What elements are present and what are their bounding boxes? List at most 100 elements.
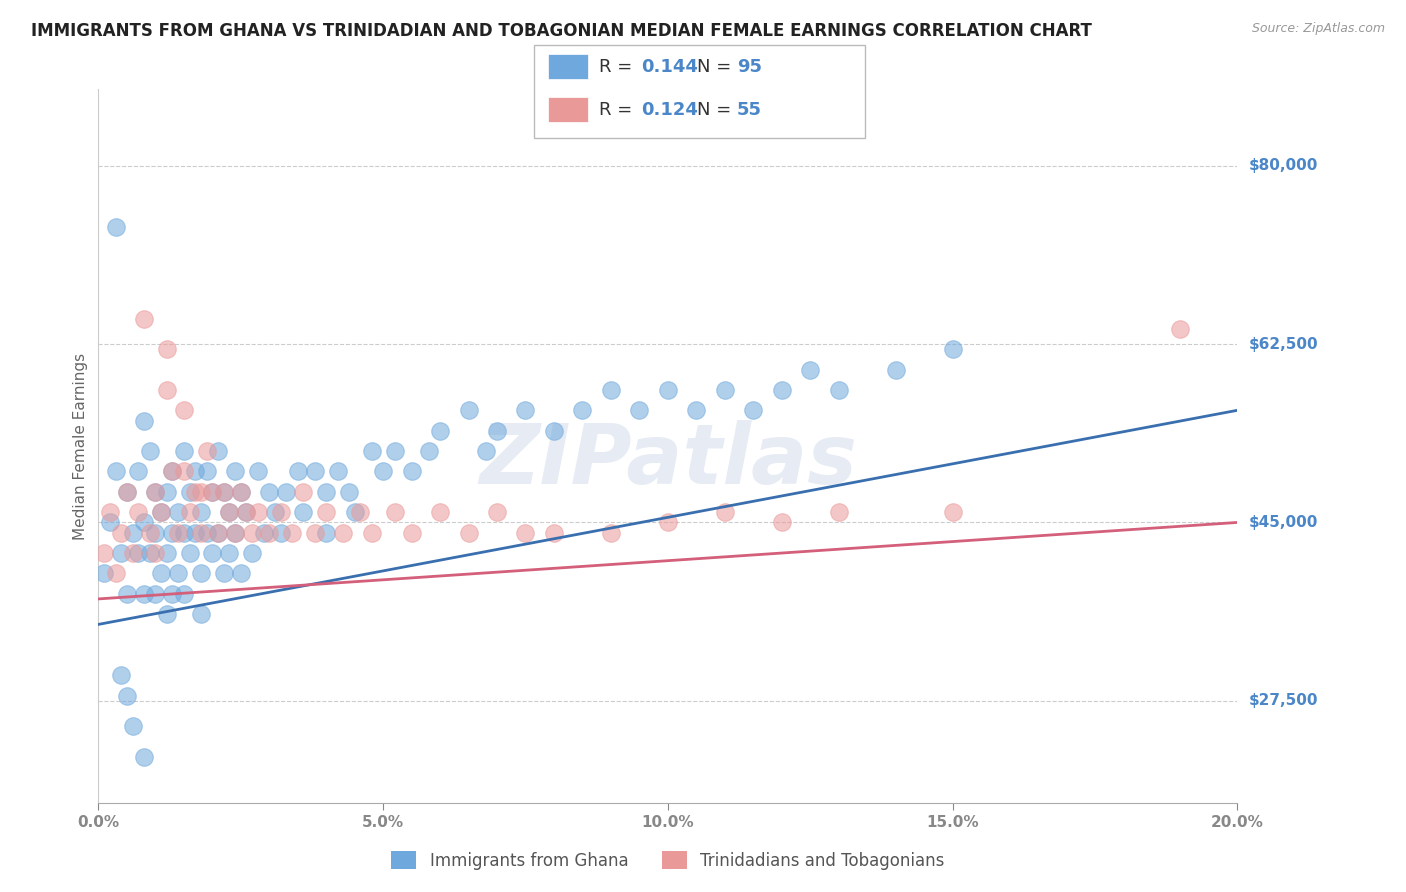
Point: [714, 505, 737, 519]
Point: [173, 465, 195, 479]
Point: [150, 505, 173, 519]
Point: [121, 546, 143, 560]
Point: [600, 383, 623, 397]
Point: [429, 424, 451, 438]
Point: [218, 505, 240, 519]
Point: [145, 484, 167, 499]
Point: [418, 444, 440, 458]
Point: [360, 525, 382, 540]
Point: [337, 484, 360, 499]
Point: [429, 505, 451, 519]
Point: [150, 566, 173, 581]
Point: [543, 424, 565, 438]
Point: [98, 505, 121, 519]
Point: [628, 403, 651, 417]
Point: [190, 566, 212, 581]
Point: [384, 444, 406, 458]
Point: [195, 525, 218, 540]
Point: [167, 525, 190, 540]
Text: N =: N =: [697, 101, 737, 119]
Point: [127, 505, 149, 519]
Point: [173, 403, 195, 417]
Point: [121, 525, 143, 540]
Point: [218, 505, 240, 519]
Point: [714, 383, 737, 397]
Point: [162, 465, 184, 479]
Point: [167, 566, 190, 581]
Point: [212, 566, 235, 581]
Point: [173, 525, 195, 540]
Point: [384, 505, 406, 519]
Point: [515, 403, 537, 417]
Point: [167, 505, 190, 519]
Point: [224, 525, 246, 540]
Point: [156, 383, 179, 397]
Point: [127, 546, 149, 560]
Point: [201, 484, 224, 499]
Point: [252, 525, 274, 540]
Point: [132, 413, 155, 427]
Point: [138, 444, 160, 458]
Point: [190, 607, 212, 622]
Point: [373, 465, 395, 479]
Point: [201, 546, 224, 560]
Point: [264, 505, 287, 519]
Point: [145, 525, 167, 540]
Point: [104, 465, 127, 479]
Point: [304, 465, 326, 479]
Point: [259, 525, 281, 540]
Point: [287, 465, 309, 479]
Point: [571, 403, 593, 417]
Point: [195, 465, 218, 479]
Point: [486, 424, 509, 438]
Point: [162, 587, 184, 601]
Point: [218, 546, 240, 560]
Point: [184, 525, 207, 540]
Point: [270, 525, 292, 540]
Point: [884, 362, 907, 376]
Text: $80,000: $80,000: [1249, 158, 1317, 173]
Point: [195, 444, 218, 458]
Text: IMMIGRANTS FROM GHANA VS TRINIDADIAN AND TOBAGONIAN MEDIAN FEMALE EARNINGS CORRE: IMMIGRANTS FROM GHANA VS TRINIDADIAN AND…: [31, 22, 1092, 40]
Point: [115, 689, 138, 703]
Point: [179, 505, 201, 519]
Point: [240, 525, 263, 540]
Point: [212, 484, 235, 499]
Point: [828, 505, 851, 519]
Text: 0.144: 0.144: [641, 58, 697, 76]
Point: [401, 525, 423, 540]
Point: [657, 383, 679, 397]
Point: [93, 546, 115, 560]
Point: [207, 525, 229, 540]
Point: [304, 525, 326, 540]
Point: [292, 505, 315, 519]
Point: [315, 484, 337, 499]
Point: [457, 525, 479, 540]
Point: [145, 587, 167, 601]
Point: [229, 484, 252, 499]
Text: R =: R =: [599, 101, 638, 119]
Point: [657, 516, 679, 530]
Point: [156, 342, 179, 356]
Point: [685, 403, 707, 417]
Point: [343, 505, 366, 519]
Point: [229, 484, 252, 499]
Point: [246, 505, 269, 519]
Point: [150, 505, 173, 519]
Point: [942, 342, 965, 356]
Point: [1170, 322, 1192, 336]
Point: [292, 484, 315, 499]
Point: [543, 525, 565, 540]
Point: [224, 525, 246, 540]
Point: [110, 546, 132, 560]
Point: [110, 668, 132, 682]
Point: [235, 505, 257, 519]
Point: [173, 587, 195, 601]
Point: [184, 484, 207, 499]
Point: [360, 444, 382, 458]
Point: [121, 719, 143, 733]
Point: [156, 546, 179, 560]
Point: [486, 505, 509, 519]
Point: [138, 546, 160, 560]
Text: 95: 95: [737, 58, 762, 76]
